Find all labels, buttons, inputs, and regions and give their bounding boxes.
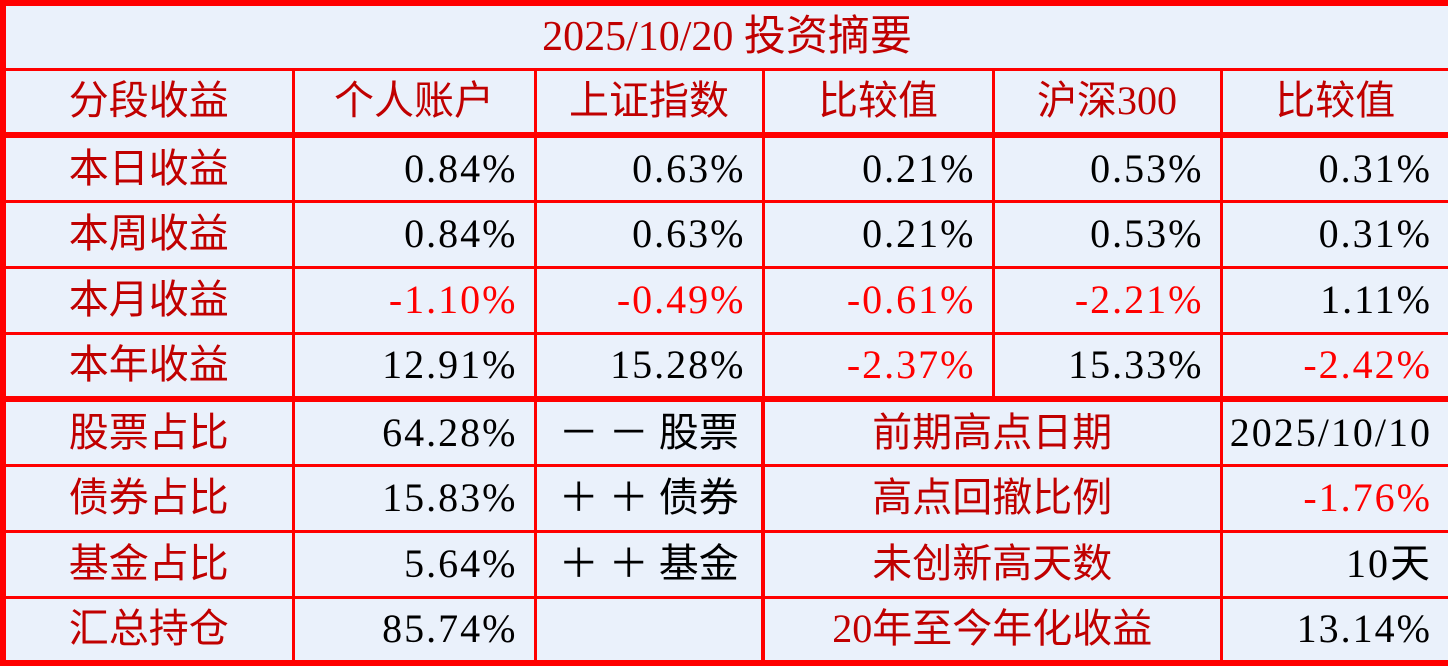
stat-prev-high-date-value: 2025/10/10 xyxy=(1219,397,1448,467)
row-label: 本月收益 xyxy=(1,265,295,335)
table-row-fund-allocation: 基金占比 5.64% ＋ ＋ 基金 未创新高天数 10天 xyxy=(1,529,1448,599)
value-cell: 0.53% xyxy=(991,133,1223,203)
note-cell-bond: ＋ ＋ 债券 xyxy=(533,463,765,533)
value-cell: 1.11% xyxy=(1219,265,1448,335)
value-cell: 0.84% xyxy=(291,199,537,269)
note-cell-fund: ＋ ＋ 基金 xyxy=(533,529,765,599)
value-cell: 0.63% xyxy=(533,133,765,203)
stat-annualized-return-label: 20年至今年化收益 xyxy=(761,595,1223,665)
value-cell: -2.21% xyxy=(991,265,1223,335)
value-cell: 64.28% xyxy=(291,397,537,467)
row-label: 本周收益 xyxy=(1,199,295,269)
header-row: 分段收益 个人账户 上证指数 比较值 沪深300 比较值 xyxy=(1,67,1448,138)
value-cell: 15.83% xyxy=(291,463,537,533)
value-cell: -2.42% xyxy=(1219,331,1448,402)
row-label: 债券占比 xyxy=(1,463,295,533)
row-label: 本年收益 xyxy=(1,331,295,402)
value-cell: 15.33% xyxy=(991,331,1223,402)
value-cell: 85.74% xyxy=(291,595,537,665)
stat-days-since-high-label: 未创新高天数 xyxy=(761,529,1223,599)
table-row-bond-allocation: 债券占比 15.83% ＋ ＋ 债券 高点回撤比例 -1.76% xyxy=(1,463,1448,533)
row-label: 汇总持仓 xyxy=(1,595,295,665)
note-cell-empty xyxy=(533,595,765,665)
stat-prev-high-date-label: 前期高点日期 xyxy=(761,397,1223,467)
table-row-stock-allocation: 股票占比 64.28% － － 股票 前期高点日期 2025/10/10 xyxy=(1,397,1448,467)
value-cell: -2.37% xyxy=(761,331,995,402)
value-cell: 0.31% xyxy=(1219,133,1448,203)
value-cell: -1.10% xyxy=(291,265,537,335)
value-cell: 0.63% xyxy=(533,199,765,269)
title-row: 2025/10/20 投资摘要 xyxy=(1,1,1448,71)
value-cell: -0.49% xyxy=(533,265,765,335)
value-cell: -0.61% xyxy=(761,265,995,335)
table-row-total-position: 汇总持仓 85.74% 20年至今年化收益 13.14% xyxy=(1,595,1448,665)
table-row-yearly-return: 本年收益 12.91% 15.28% -2.37% 15.33% -2.42% xyxy=(1,331,1448,402)
value-cell: 15.28% xyxy=(533,331,765,402)
table-row-daily-return: 本日收益 0.84% 0.63% 0.21% 0.53% 0.31% xyxy=(1,133,1448,203)
header-personal-account: 个人账户 xyxy=(291,67,537,138)
row-label: 本日收益 xyxy=(1,133,295,203)
stat-days-since-high-value: 10天 xyxy=(1219,529,1448,599)
stat-drawdown-label: 高点回撤比例 xyxy=(761,463,1223,533)
row-label: 股票占比 xyxy=(1,397,295,467)
value-cell: 0.31% xyxy=(1219,199,1448,269)
value-cell: 0.21% xyxy=(761,133,995,203)
header-segment-return: 分段收益 xyxy=(1,67,295,138)
stat-annualized-return-value: 13.14% xyxy=(1219,595,1448,665)
value-cell: 12.91% xyxy=(291,331,537,402)
header-csi300: 沪深300 xyxy=(991,67,1223,138)
value-cell: 0.84% xyxy=(291,133,537,203)
value-cell: 0.21% xyxy=(761,199,995,269)
value-cell: 0.53% xyxy=(991,199,1223,269)
header-sse-index: 上证指数 xyxy=(533,67,765,138)
header-compare-value-1: 比较值 xyxy=(761,67,995,138)
table-row-weekly-return: 本周收益 0.84% 0.63% 0.21% 0.53% 0.31% xyxy=(1,199,1448,269)
note-cell-stock: － － 股票 xyxy=(533,397,765,467)
stat-drawdown-value: -1.76% xyxy=(1219,463,1448,533)
value-cell: 5.64% xyxy=(291,529,537,599)
row-label: 基金占比 xyxy=(1,529,295,599)
table-row-monthly-return: 本月收益 -1.10% -0.49% -0.61% -2.21% 1.11% xyxy=(1,265,1448,335)
header-compare-value-2: 比较值 xyxy=(1219,67,1448,138)
page-title: 2025/10/20 投资摘要 xyxy=(1,1,1448,71)
